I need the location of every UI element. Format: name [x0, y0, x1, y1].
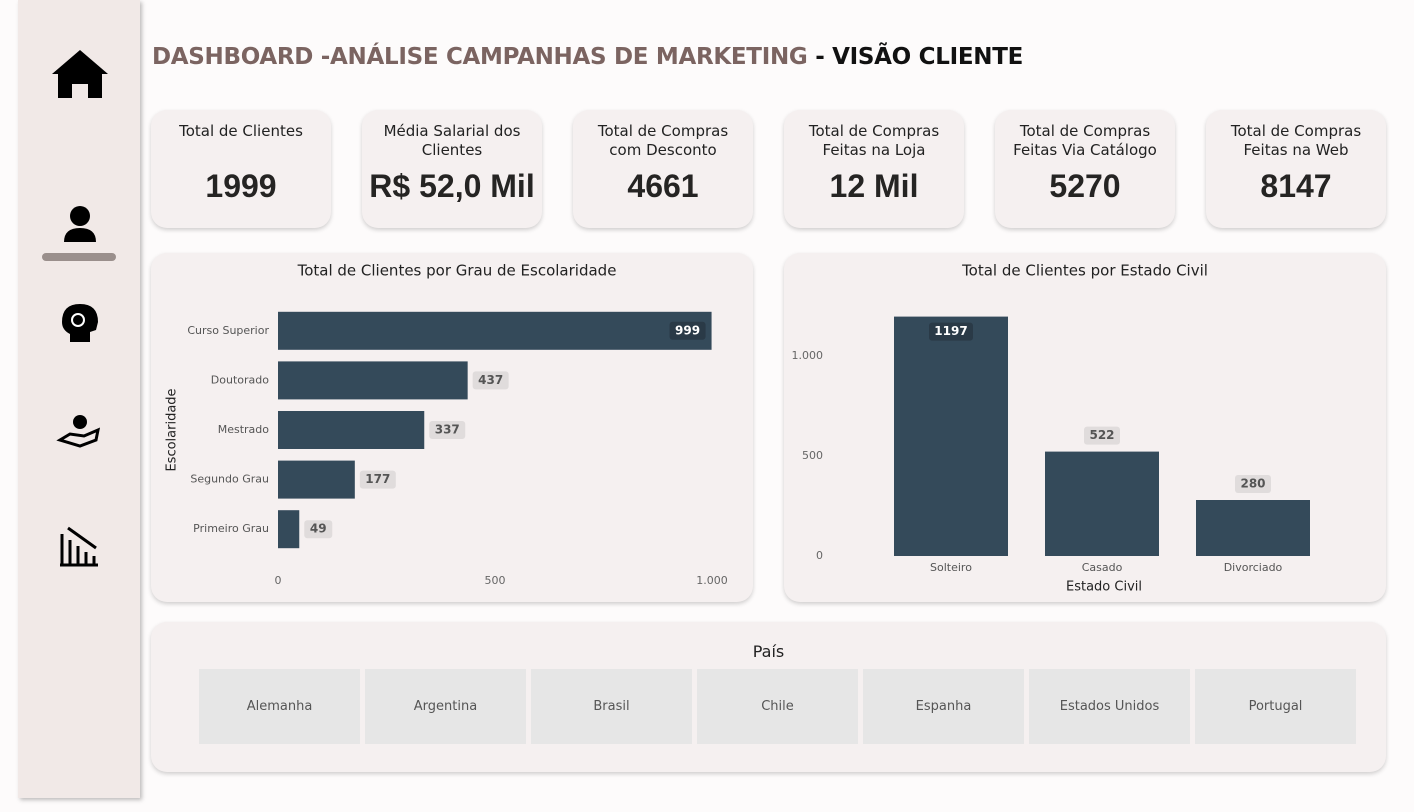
chart-title: Total de Clientes por Estado Civil	[961, 262, 1208, 280]
axis-label: Escolaridade	[165, 388, 180, 471]
slicer-button[interactable]: Portugal	[1195, 669, 1356, 744]
kpi-card: Total de Compras com Desconto 4661	[573, 110, 753, 228]
data-label: 1197	[934, 324, 967, 338]
x-tick-label: 0	[275, 574, 282, 587]
kpi-card: Total de Compras Feitas na Web 8147	[1206, 110, 1386, 228]
kpi-label: Total de Compras Feitas na Loja	[808, 122, 940, 159]
data-label: 999	[675, 323, 700, 337]
slicer-button[interactable]: Estados Unidos	[1029, 669, 1190, 744]
data-label-bg	[304, 520, 333, 539]
bar	[278, 311, 712, 350]
x-tick-label: 1.000	[696, 574, 728, 587]
money-icon[interactable]	[73, 415, 87, 429]
active-indicator	[42, 253, 116, 261]
kpi-card: Total de Compras Feitas Via Catálogo 5270	[995, 110, 1175, 228]
data-label-bg	[1084, 426, 1120, 445]
slicer-button[interactable]: Chile	[697, 669, 858, 744]
bar	[1045, 451, 1159, 556]
y-tick-label: 0	[816, 549, 823, 562]
data-label-bg	[929, 322, 973, 341]
x-tick-label: Solteiro	[930, 561, 972, 574]
x-tick-label: Divorciado	[1224, 561, 1283, 574]
kpi-value: 1999	[205, 168, 277, 204]
chart-icon[interactable]	[60, 526, 98, 567]
kpi-value: 5270	[1049, 168, 1121, 204]
data-label: 280	[1240, 477, 1265, 491]
mind-icon[interactable]	[62, 304, 98, 342]
bar	[278, 361, 468, 400]
data-label-bg	[669, 321, 706, 340]
kpi-value: R$ 52,0 Mil	[369, 168, 535, 204]
data-label-bg	[472, 371, 509, 390]
title-sub: - VISÃO CLIENTE	[815, 44, 1023, 70]
bar	[1196, 500, 1310, 556]
user-icon[interactable]	[70, 206, 90, 226]
x-tick-label: Casado	[1082, 561, 1123, 574]
data-label-bg	[359, 470, 396, 489]
y-tick-label: 500	[802, 449, 823, 462]
chart-title: Total de Clientes por Grau de Escolarida…	[297, 262, 617, 280]
kpi-card: Total de Clientes 1999	[151, 110, 331, 228]
nav-icons	[42, 50, 116, 567]
hand	[56, 427, 101, 448]
kpi-value: 8147	[1260, 168, 1332, 204]
data-label: 437	[478, 373, 503, 387]
category-label: Mestrado	[218, 423, 270, 436]
data-label: 337	[435, 423, 460, 437]
category-label: Curso Superior	[187, 324, 269, 337]
kpi-label: Total de Compras com Desconto	[597, 122, 729, 159]
kpi-card: Total de Compras Feitas na Loja 12 Mil	[784, 110, 964, 228]
slicer-button[interactable]: Brasil	[531, 669, 692, 744]
category-label: Doutorado	[211, 373, 269, 386]
kpi-value: 12 Mil	[829, 168, 919, 204]
bar	[894, 316, 1008, 556]
y-tick-label: 1.000	[792, 349, 824, 362]
title-main: DASHBOARD -ANÁLISE CAMPANHAS DE MARKETIN…	[152, 44, 808, 70]
data-label: 49	[310, 522, 327, 536]
home-icon[interactable]	[52, 50, 108, 98]
kpi-card: Média Salarial dos Clientes R$ 52,0 Mil	[362, 110, 542, 228]
axis-label: Estado Civil	[1066, 580, 1142, 595]
slicer-button[interactable]: Argentina	[365, 669, 526, 744]
category-label: Primeiro Grau	[193, 522, 269, 535]
bar	[278, 510, 300, 549]
slicer-title: País	[752, 642, 785, 661]
kpi-value: 4661	[627, 168, 699, 204]
data-label-bg	[429, 421, 466, 439]
slicer-button[interactable]: Espanha	[863, 669, 1024, 744]
bar	[278, 460, 355, 499]
category-label: Segundo Grau	[190, 473, 269, 486]
gear	[71, 313, 85, 327]
x-tick-label: 500	[485, 574, 506, 587]
kpi-label: Total de Compras Feitas Via Catálogo	[1013, 122, 1157, 159]
page-title: DASHBOARD -ANÁLISE CAMPANHAS DE MARKETIN…	[152, 44, 1023, 70]
data-label: 177	[365, 472, 390, 486]
slicer-button[interactable]: Alemanha	[199, 669, 360, 744]
data-label: 522	[1089, 428, 1114, 442]
kpi-label: Total de Clientes	[179, 122, 303, 140]
bar	[278, 411, 425, 449]
data-label-bg	[1235, 475, 1271, 493]
user-icon-body	[64, 228, 96, 242]
sidebar	[18, 0, 140, 798]
kpi-label: Total de Compras Feitas na Web	[1230, 122, 1362, 159]
kpi-label: Média Salarial dos Clientes	[383, 122, 521, 159]
